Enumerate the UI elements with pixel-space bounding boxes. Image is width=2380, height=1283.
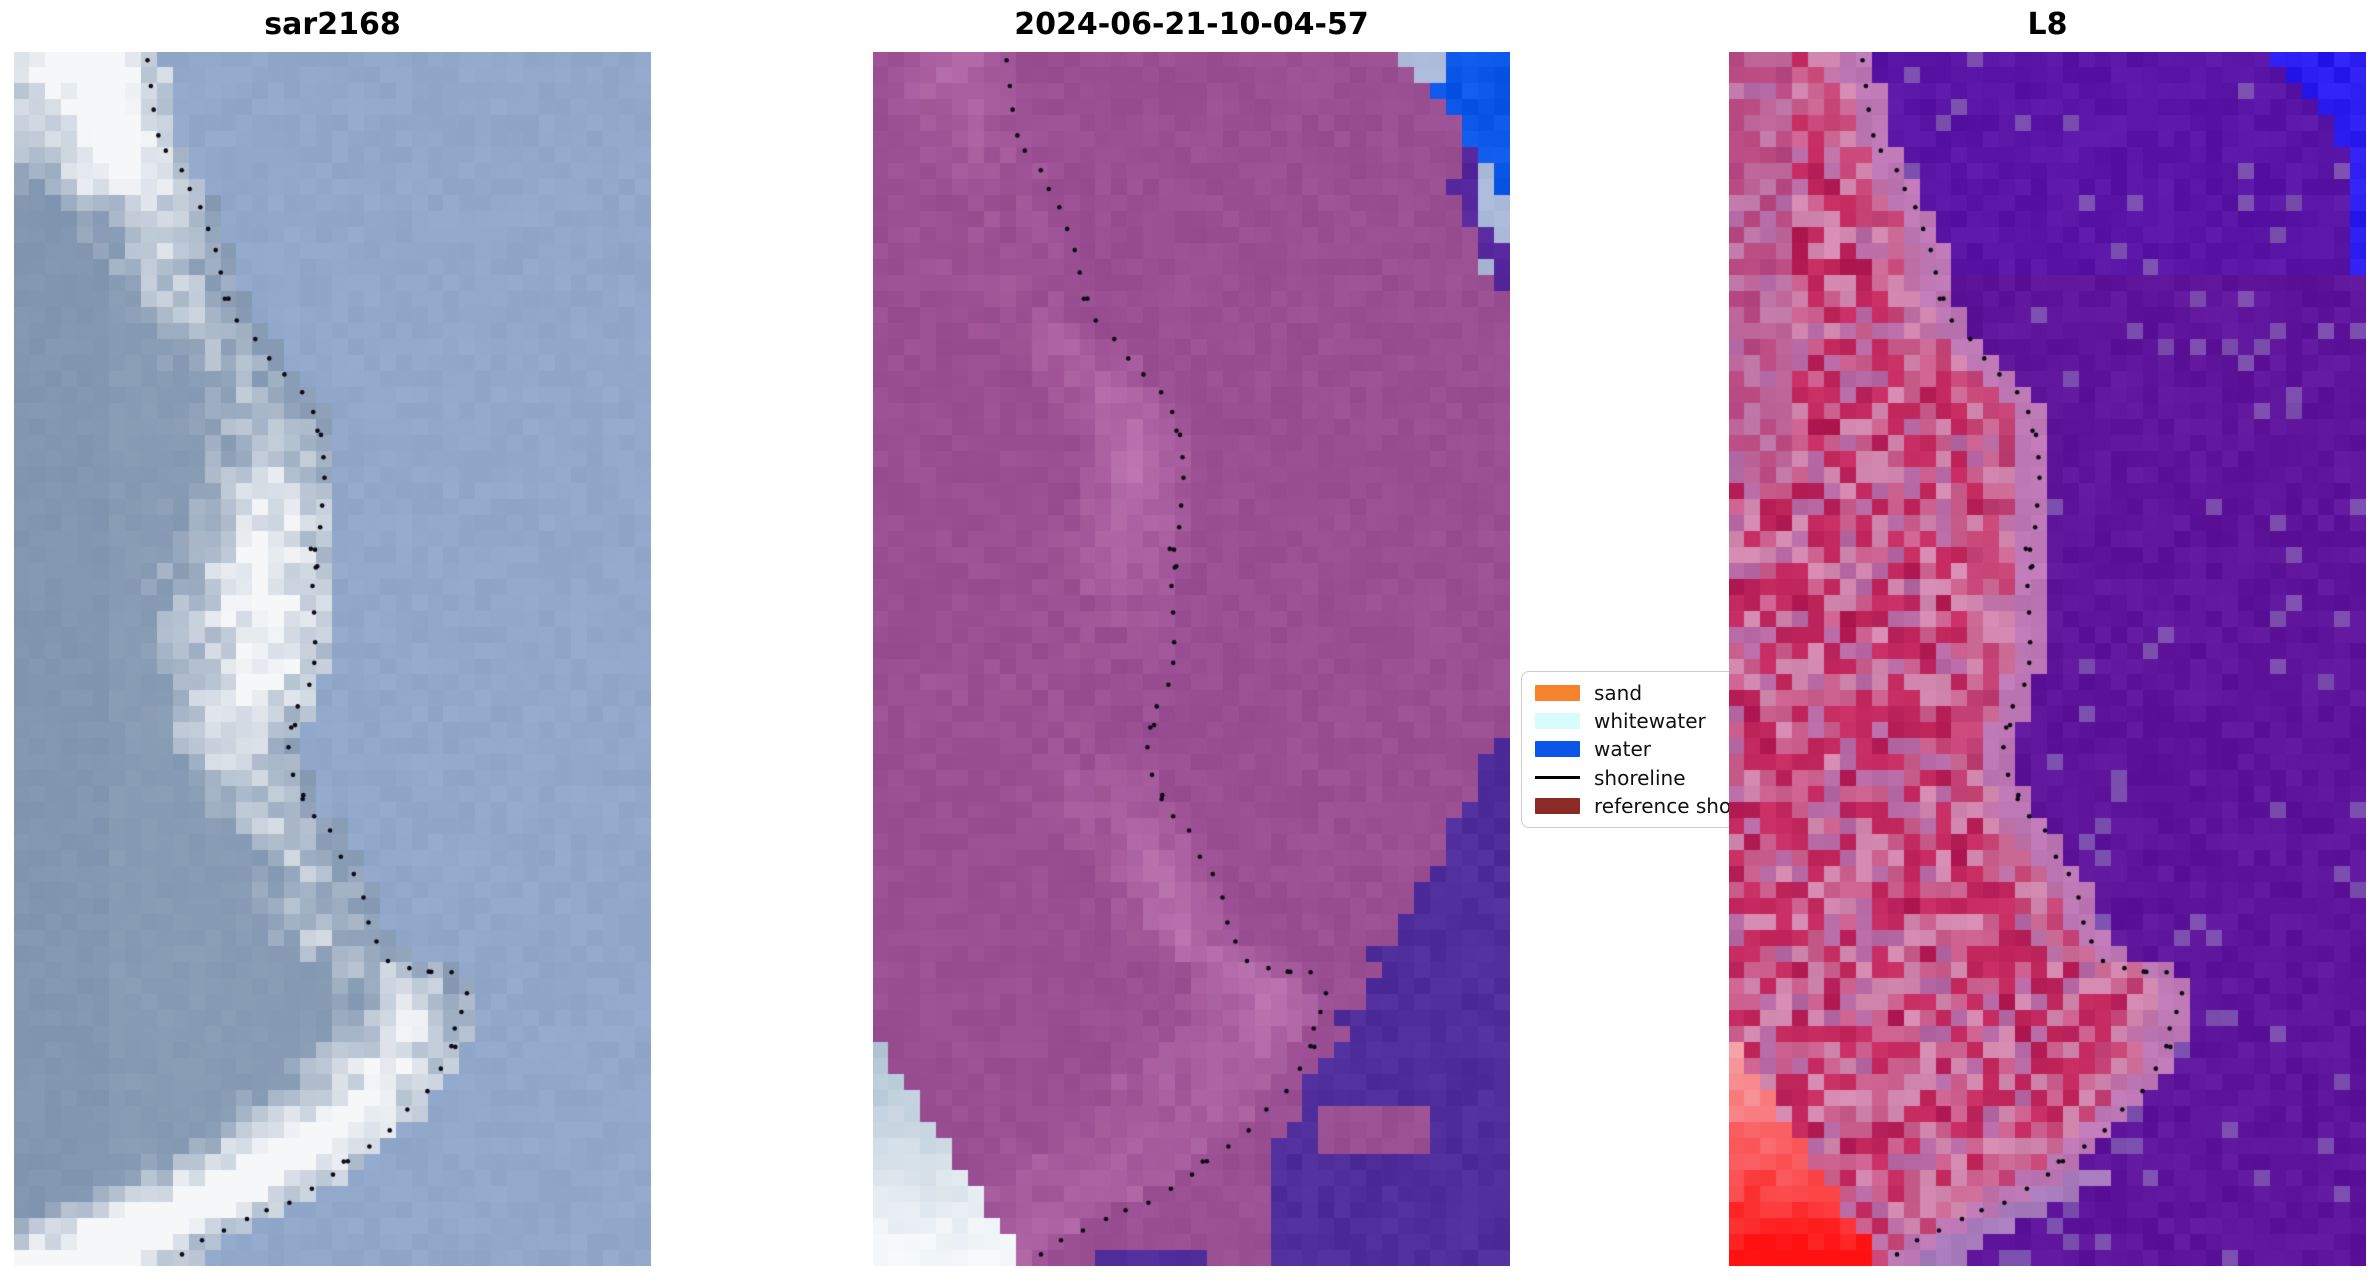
legend-label-water: water [1594,737,1651,762]
legend-item-whitewater: whitewater [1535,709,1756,733]
legend-item-reference: reference sho [1535,794,1756,818]
legend-item-sand: sand [1535,681,1756,705]
legend-label-whitewater: whitewater [1594,709,1706,734]
reference-shoreline-swatch [1535,797,1580,814]
panel-l8: L8 [1729,0,2366,1266]
sar-image-canvas [14,52,651,1266]
panel-title-date: 2024-06-21-10-04-57 [1014,7,1369,42]
whitewater-swatch [1535,713,1580,730]
shoreline-line-swatch [1535,776,1580,779]
classified-image-canvas [873,52,1510,1266]
panel-title-l8: L8 [2027,7,2068,42]
sand-swatch [1535,685,1580,702]
legend-label-reference: reference sho [1594,793,1732,818]
legend-label-shoreline: shoreline [1594,765,1686,790]
panel-classified: 2024-06-21-10-04-57 [873,0,1510,1266]
legend-item-water: water [1535,737,1756,761]
panel-title-sar: sar2168 [264,7,401,42]
water-swatch [1535,741,1580,758]
legend-label-sand: sand [1594,681,1643,706]
l8-image-canvas [1729,52,2366,1266]
legend-item-shoreline: shoreline [1535,766,1756,790]
legend: sand whitewater water shoreline referenc… [1521,671,1757,828]
panel-sar: sar2168 [14,0,651,1266]
